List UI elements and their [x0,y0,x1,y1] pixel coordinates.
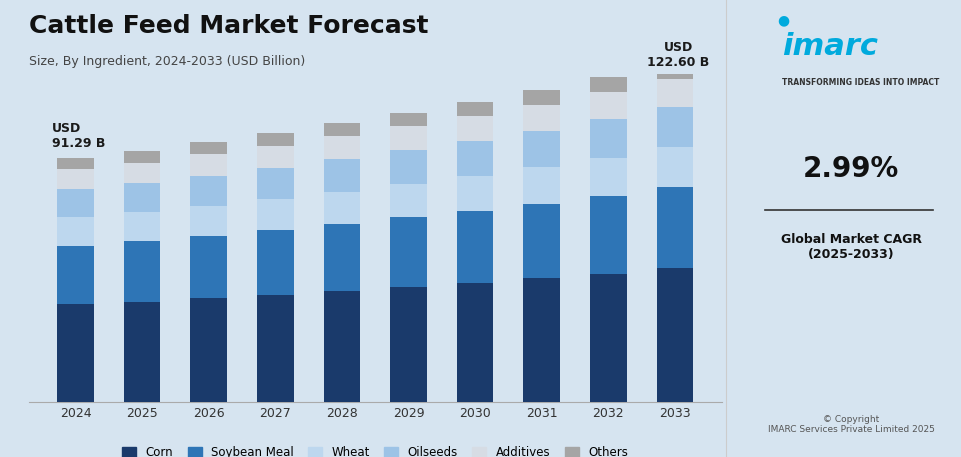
Text: USD
122.60 B: USD 122.60 B [647,41,708,69]
Bar [124,302,160,402]
Bar [190,298,227,402]
Bar [456,176,493,211]
Bar [124,151,160,163]
Bar [124,213,160,241]
Bar [57,304,93,402]
Bar [589,92,626,119]
Bar [323,123,359,136]
Bar [257,146,293,168]
Legend: Corn, Soybean Meal, Wheat, Oilseeds, Additives, Others: Corn, Soybean Meal, Wheat, Oilseeds, Add… [117,441,632,457]
Bar [456,141,493,176]
Bar [523,167,559,203]
Bar [323,192,359,224]
Bar [589,119,626,158]
Bar [57,158,93,169]
Bar [257,199,293,230]
Bar [589,158,626,196]
Bar [456,116,493,141]
Bar [124,163,160,183]
Text: USD
91.29 B: USD 91.29 B [52,122,106,150]
Bar [323,136,359,159]
Text: imarc: imarc [781,32,877,61]
Bar [390,112,427,127]
Bar [57,245,93,304]
Bar [124,183,160,213]
Bar [124,241,160,302]
Bar [190,154,227,175]
Bar [655,268,693,402]
Bar [655,74,693,79]
Bar [257,295,293,402]
Bar [523,90,559,105]
Bar [323,159,359,192]
Bar [456,283,493,402]
Bar [323,291,359,402]
Text: 2.99%: 2.99% [802,155,899,183]
Bar [257,168,293,199]
Bar [390,184,427,218]
Bar [589,77,626,92]
Bar [523,203,559,278]
Bar [390,150,427,184]
Bar [190,175,227,206]
Bar [190,236,227,298]
Bar [456,101,493,116]
Bar [655,187,693,268]
Bar [456,211,493,283]
Bar [390,287,427,402]
Bar [257,133,293,146]
Bar [589,274,626,402]
Text: TRANSFORMING IDEAS INTO IMPACT: TRANSFORMING IDEAS INTO IMPACT [781,78,939,87]
Bar [323,224,359,291]
Bar [57,218,93,245]
Text: Cattle Feed Market Forecast: Cattle Feed Market Forecast [29,14,428,38]
Bar [190,142,227,154]
Bar [523,105,559,131]
Text: © Copyright
IMARC Services Private Limited 2025: © Copyright IMARC Services Private Limit… [767,415,934,434]
Text: Global Market CAGR
(2025-2033): Global Market CAGR (2025-2033) [780,233,921,261]
Bar [190,206,227,236]
Bar [655,147,693,187]
Bar [655,79,693,107]
Bar [390,218,427,287]
Bar [57,189,93,218]
Text: ●: ● [776,14,789,28]
Bar [523,278,559,402]
Bar [523,131,559,167]
Bar [57,169,93,189]
Bar [589,196,626,274]
Text: Size, By Ingredient, 2024-2033 (USD Billion): Size, By Ingredient, 2024-2033 (USD Bill… [29,55,305,68]
Bar [257,230,293,295]
Bar [390,127,427,150]
Bar [655,107,693,147]
